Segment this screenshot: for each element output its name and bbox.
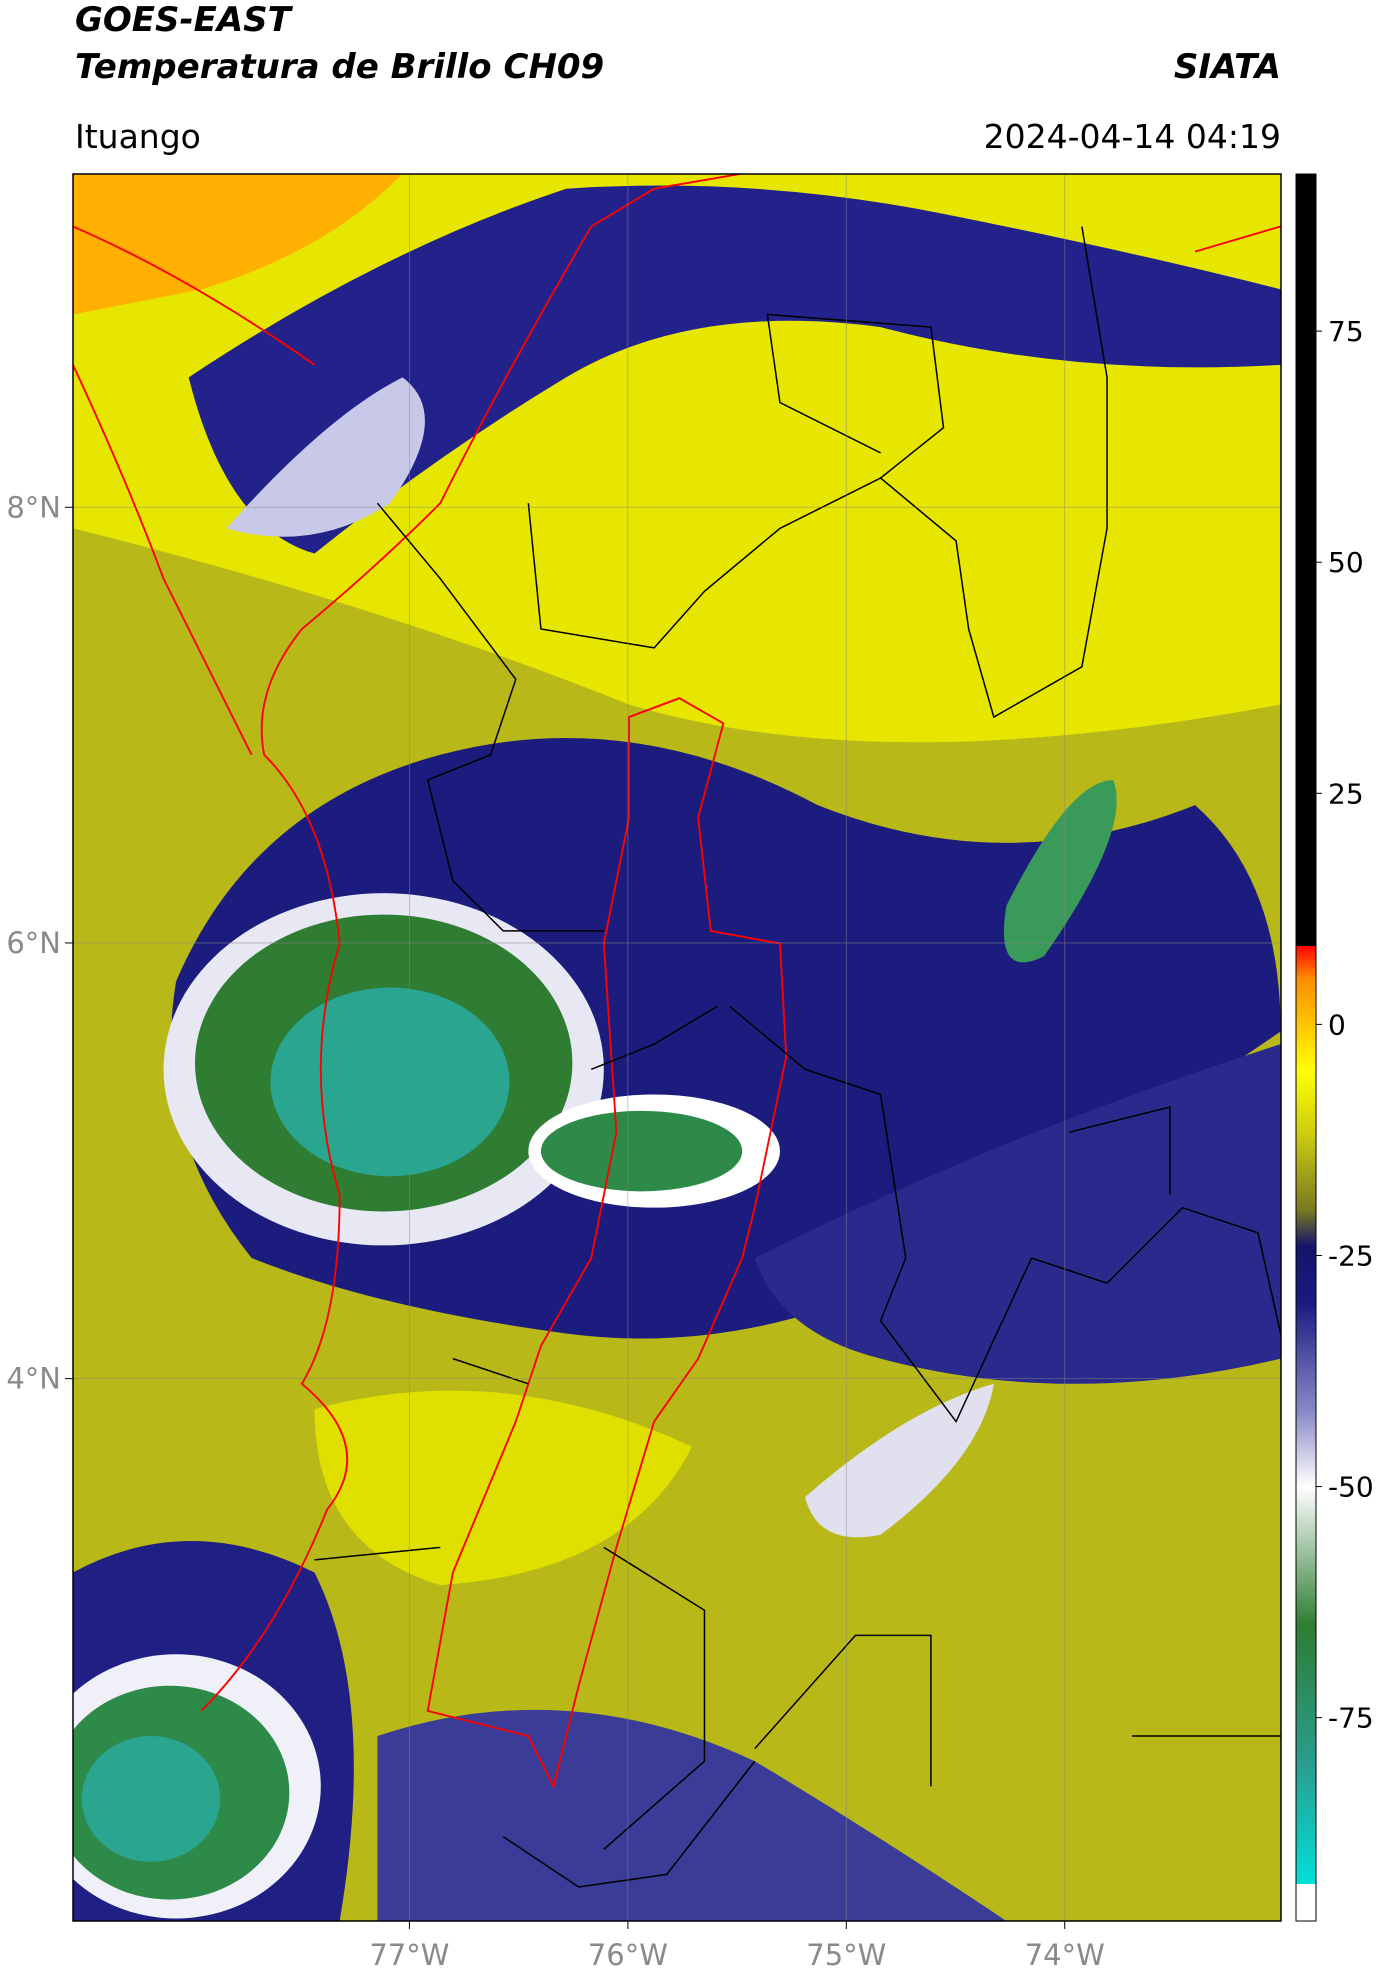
location: Ituango — [75, 117, 201, 156]
x-tick-label: 77°W — [369, 1938, 449, 1972]
grid — [73, 174, 1281, 1921]
x-tick-label: 74°W — [1025, 1938, 1105, 1972]
x-tick-label: 76°W — [588, 1938, 668, 1972]
colorbar-tick-label: -75 — [1328, 1702, 1374, 1735]
colorbar — [1295, 173, 1317, 1922]
y-tick-label: 8°N — [6, 490, 61, 524]
colorbar-tick-label: 75 — [1328, 315, 1364, 348]
map-frame — [72, 173, 1282, 1922]
subtitle: Temperatura de Brillo CH09 — [75, 47, 604, 87]
colorbar-tick-label: -25 — [1328, 1239, 1374, 1272]
title: GOES-EAST — [75, 0, 294, 40]
y-tick-label: 6°N — [6, 926, 61, 960]
colorbar-tick-label: 50 — [1328, 546, 1364, 579]
source: SIATA — [1174, 47, 1281, 87]
satellite-image — [73, 174, 1281, 1921]
x-tick-label: 75°W — [806, 1938, 886, 1972]
y-tick-label: 4°N — [6, 1362, 61, 1396]
colorbar-tick-label: -50 — [1328, 1471, 1374, 1504]
colorbar-tick-label: 0 — [1328, 1008, 1346, 1041]
colorbar-tick-label: 25 — [1328, 777, 1364, 810]
datetime: 2024-04-14 04:19 — [984, 117, 1281, 156]
